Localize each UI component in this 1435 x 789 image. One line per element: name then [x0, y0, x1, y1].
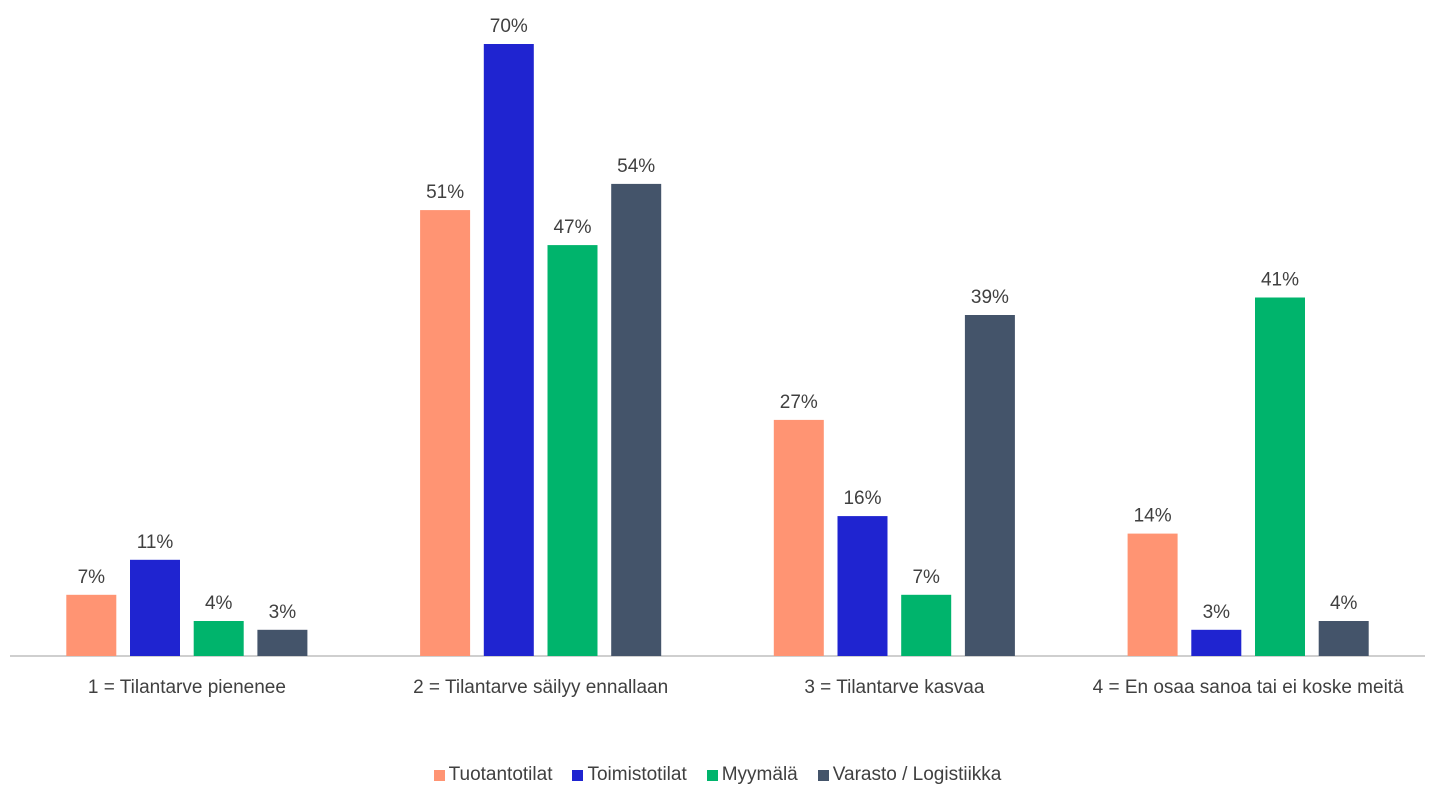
- bar-chart: 7% 11% 4% 3% 51% 70% 47% 54% 27% 16% 7% 39% 14% 3% 41%…: [10, 16, 1425, 657]
- bar: [483, 44, 534, 656]
- data-label: 4%: [205, 593, 233, 614]
- bar: [257, 629, 308, 656]
- data-label: 7%: [78, 567, 106, 588]
- legend-swatch: [572, 769, 584, 781]
- data-label: 3%: [1203, 602, 1231, 623]
- category-label: 4 = En osaa sanoa tai ei koske meitä: [1092, 677, 1404, 698]
- data-label: 70%: [490, 16, 528, 37]
- legend-label: Tuotantotilat: [448, 764, 553, 785]
- bar: [130, 559, 180, 656]
- bar: [837, 516, 888, 656]
- bar: [193, 621, 244, 656]
- bar: [547, 245, 598, 656]
- bar: [1318, 621, 1369, 656]
- data-label: 47%: [553, 217, 591, 238]
- legend-label: Myymälä: [721, 764, 798, 785]
- legend-item-tuotantotilat: Tuotantotilat: [433, 763, 553, 787]
- category-label: 3 = Tilantarve kasvaa: [804, 677, 985, 698]
- data-label: 41%: [1261, 270, 1299, 291]
- bar: [964, 315, 1015, 656]
- data-label: 7%: [912, 567, 940, 588]
- legend-swatch: [817, 769, 829, 781]
- bar: [611, 183, 662, 656]
- data-label: 51%: [426, 182, 464, 203]
- legend-label: Varasto / Logistiikka: [832, 764, 1002, 785]
- legend-item-varasto-logistiikka: Varasto / Logistiikka: [817, 763, 1002, 787]
- legend-item-toimistotilat: Toimistotilat: [572, 763, 687, 787]
- data-label: 54%: [617, 156, 655, 177]
- legend-item-myymala: Myymälä: [706, 763, 798, 787]
- data-label: 27%: [780, 392, 818, 413]
- data-label: 39%: [971, 287, 1009, 308]
- bar: [66, 594, 117, 656]
- category-label: 1 = Tilantarve pienenee: [87, 677, 286, 698]
- legend-swatch: [706, 769, 718, 781]
- legend: Tuotantotilat Toimistotilat Myymälä Vara…: [0, 763, 1435, 787]
- bar: [901, 594, 952, 656]
- data-label: 14%: [1134, 506, 1172, 527]
- data-label: 11%: [137, 532, 174, 553]
- bar: [773, 419, 824, 656]
- bar: [1255, 297, 1305, 656]
- data-label: 16%: [843, 488, 881, 509]
- data-label: 3%: [269, 602, 297, 623]
- category-label: 2 = Tilantarve säilyy ennallaan: [413, 677, 669, 698]
- legend-label: Toimistotilat: [587, 764, 687, 785]
- bar: [1127, 533, 1178, 656]
- bar: [1191, 629, 1242, 656]
- bar: [420, 210, 471, 656]
- data-label: 4%: [1330, 593, 1358, 614]
- legend-swatch: [433, 769, 445, 781]
